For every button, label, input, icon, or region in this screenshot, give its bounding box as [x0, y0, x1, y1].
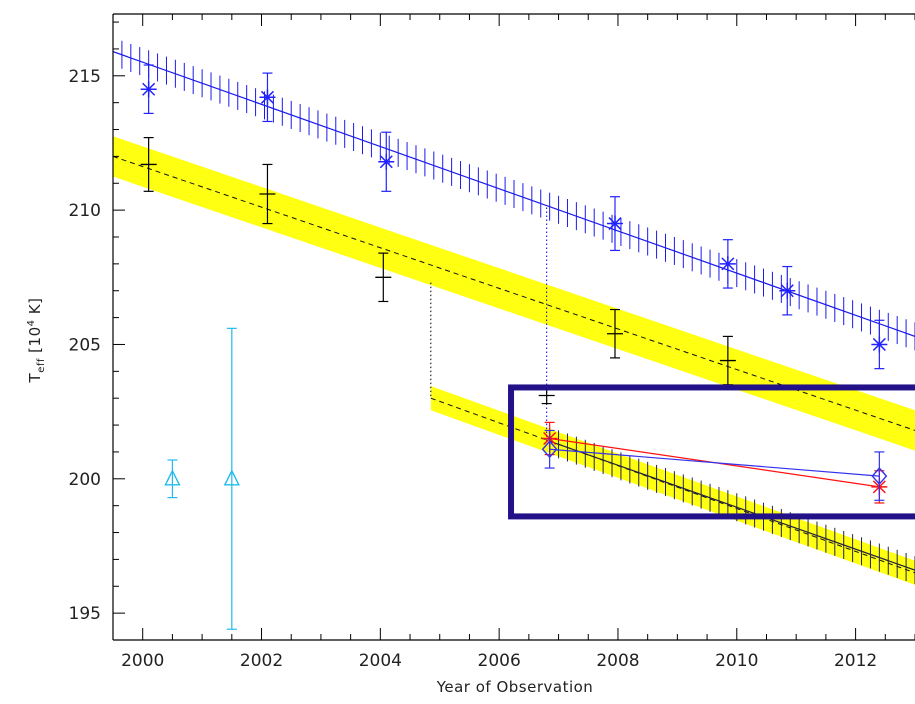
data-point: [606, 308, 623, 359]
data-point: [375, 252, 392, 303]
y-tick-label: 205: [69, 335, 101, 355]
axes: [112, 13, 915, 641]
data-point: [606, 196, 623, 252]
asterisk-marker-stroke: [260, 90, 274, 104]
asterisk-marker-stroke: [142, 82, 156, 96]
asterisk-marker-stroke: [780, 284, 794, 298]
series-line-4: [549, 448, 880, 477]
hatched-tracks: [113, 37, 915, 585]
y-axis-title: Teff [104 K]: [26, 298, 47, 384]
data-point: [871, 451, 888, 501]
x-axis-title: Year of Observation: [436, 678, 594, 696]
y-axis-title-unit: [10: [26, 326, 44, 358]
y-tick-label: 215: [69, 67, 101, 87]
y-axis-title-sub: eff: [36, 358, 47, 373]
x-tick-label: 2006: [478, 651, 521, 671]
asterisk-marker-stroke: [721, 257, 735, 271]
data-point: [541, 429, 558, 469]
data-point: [140, 136, 157, 192]
x-tick-label: 2000: [121, 651, 164, 671]
data-point: [223, 327, 240, 630]
x-tick-label: 2004: [359, 651, 402, 671]
diamond-marker: [541, 440, 558, 459]
highlight-box-group: [508, 384, 915, 520]
x-tick-label: 2002: [240, 651, 283, 671]
hatched-track-line-1: [549, 440, 915, 571]
data-point: [719, 239, 736, 289]
series-lines: [549, 437, 880, 488]
y-tick-label: 210: [69, 201, 101, 221]
data-point: [378, 131, 395, 192]
x-tick-label: 2012: [834, 651, 877, 671]
x-tick-label: 2010: [715, 651, 758, 671]
highlight-box: [508, 384, 915, 520]
data-point: [871, 319, 888, 370]
axis-ticks: 2000 2002 2004 2006 2008 2010 2012 195 200 205 210…: [69, 14, 915, 671]
data-point: [259, 72, 276, 123]
x-tick-label: 2008: [596, 651, 639, 671]
y-axis-title-main: T: [26, 372, 44, 383]
data-point: [259, 163, 276, 225]
asterisk-marker-stroke: [379, 155, 393, 169]
y-tick-label: 195: [69, 604, 101, 624]
dotted-connectors: [430, 207, 548, 444]
y-axis-title-unit-close: K]: [26, 298, 44, 320]
data-point: [779, 265, 796, 316]
triangle-marker: [164, 469, 181, 486]
asterisk-marker-stroke: [608, 217, 622, 231]
data-points: [140, 64, 888, 630]
triangle-marker: [223, 469, 240, 486]
asterisk-marker-stroke: [872, 337, 886, 351]
y-axis-title-exp: 4: [26, 320, 37, 327]
diamond-marker: [871, 467, 888, 486]
y-tick-label: 200: [69, 470, 101, 490]
data-point: [140, 64, 157, 115]
data-point: [164, 459, 181, 499]
